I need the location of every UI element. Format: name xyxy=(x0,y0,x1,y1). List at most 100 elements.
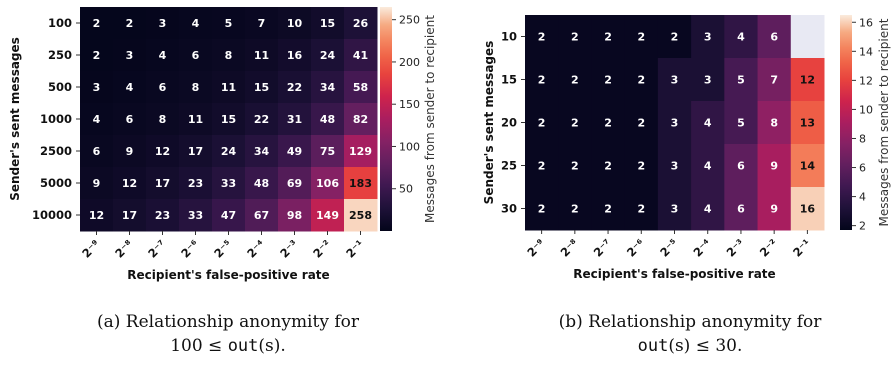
cell-value: 17 xyxy=(122,209,137,222)
cell-value: 13 xyxy=(800,117,815,130)
y-tick-label: 100 xyxy=(48,16,72,30)
cell-value: 2 xyxy=(604,203,612,216)
cell-value: 183 xyxy=(349,177,372,190)
cell-value: 7 xyxy=(258,17,266,30)
heatmap-cell xyxy=(311,39,345,72)
cell-value: 2 xyxy=(604,160,612,173)
cell-value: 3 xyxy=(704,74,712,87)
heatmap-cell xyxy=(724,58,759,102)
colorbar-tick-label: 14 xyxy=(859,45,873,58)
heatmap-cell xyxy=(657,58,692,102)
cell-value: 4 xyxy=(126,81,134,94)
cell-value: 10 xyxy=(287,17,303,30)
x-tick-label: 2⁻⁵ xyxy=(657,236,680,259)
heatmap-cell xyxy=(757,187,792,231)
cell-value: 11 xyxy=(188,113,203,126)
cell-value: 11 xyxy=(221,81,236,94)
cell-value: 6 xyxy=(126,113,134,126)
caption-b-line2: out(s) ≤ 30. xyxy=(500,334,880,358)
heatmap-cell xyxy=(757,15,792,59)
cell-value: 3 xyxy=(126,49,134,62)
x-tick-label: 2⁻⁴ xyxy=(244,237,267,260)
cell-value: 15 xyxy=(254,81,269,94)
cell-value: 3 xyxy=(671,74,679,87)
heatmap-cell xyxy=(757,101,792,145)
heatmap-cell xyxy=(113,167,147,200)
heatmap-cell xyxy=(80,7,114,40)
x-tick-label: 2⁻² xyxy=(310,237,333,260)
x-axis-label: Recipient's false-positive rate xyxy=(127,268,329,282)
x-axis-label: Recipient's false-positive rate xyxy=(573,267,775,281)
heatmap-cell xyxy=(790,101,825,145)
cell-value: 129 xyxy=(349,145,372,158)
cell-value: 2 xyxy=(637,74,645,87)
heatmap-cell xyxy=(724,144,759,188)
heatmap-cell xyxy=(311,167,345,200)
heatmap-cell xyxy=(80,135,114,168)
cell-value: 6 xyxy=(93,145,101,158)
y-tick-label: 20 xyxy=(501,116,517,130)
heatmap-cell xyxy=(657,15,692,59)
cell-value: 6 xyxy=(192,49,200,62)
x-tick-label: 2⁻⁴ xyxy=(690,236,713,259)
colorbar-tick-label: 100 xyxy=(399,140,420,153)
heatmap-cell xyxy=(624,187,659,231)
heatmap-cell xyxy=(724,101,759,145)
cell-value: 2 xyxy=(538,203,546,216)
caption-b-func: out xyxy=(637,336,669,356)
heatmap-cell xyxy=(525,58,559,102)
heatmap-cell xyxy=(212,167,246,200)
heatmap-cell xyxy=(691,15,725,59)
colorbar-label: Messages from sender to recipient xyxy=(877,18,891,226)
heatmap-cell xyxy=(146,7,180,40)
x-tick-label: 2⁻⁵ xyxy=(211,237,234,260)
cell-value: 3 xyxy=(159,17,167,30)
heatmap-cell xyxy=(212,103,246,136)
heatmap-cell xyxy=(591,101,626,145)
cell-value: 2 xyxy=(604,117,612,130)
cell-value: 23 xyxy=(155,209,170,222)
cell-value: 4 xyxy=(93,113,101,126)
heatmap-cell xyxy=(179,71,213,104)
x-tick-label: 2⁻⁷ xyxy=(591,236,614,259)
cell-value: 22 xyxy=(254,113,269,126)
heatmap-cell xyxy=(278,71,312,104)
colorbar-tick-label: 150 xyxy=(399,98,420,111)
heatmap-cell xyxy=(311,103,345,136)
cell-value: 16 xyxy=(800,203,816,216)
heatmap-cell xyxy=(146,71,180,104)
cell-value: 12 xyxy=(122,177,137,190)
cell-value: 34 xyxy=(320,81,336,94)
colorbar-tick-label: 50 xyxy=(399,183,413,196)
cell-value: 6 xyxy=(737,160,745,173)
heatmap-cell xyxy=(344,167,378,200)
cell-value: 149 xyxy=(316,209,339,222)
cell-value: 3 xyxy=(671,160,679,173)
heatmap-cell xyxy=(113,7,147,40)
heatmap-cell xyxy=(757,144,792,188)
cell-value: 12 xyxy=(800,74,815,87)
heatmap-cell xyxy=(344,71,378,104)
x-tick-label: 2⁻¹ xyxy=(790,236,813,259)
heatmap-cell xyxy=(278,135,312,168)
x-tick-label: 2⁻⁷ xyxy=(145,237,168,260)
cell-value: 2 xyxy=(637,31,645,44)
cell-value: 4 xyxy=(159,49,167,62)
cell-value: 258 xyxy=(349,209,372,222)
x-tick-label: 2⁻⁶ xyxy=(624,236,647,259)
cell-value: 17 xyxy=(155,177,170,190)
heatmap-cell xyxy=(344,103,378,136)
heatmap-cell xyxy=(558,144,592,188)
cell-value: 2 xyxy=(571,31,579,44)
colorbar-tick-label: 16 xyxy=(859,16,873,29)
cell-value: 31 xyxy=(287,113,302,126)
heatmap-cell xyxy=(179,135,213,168)
heatmap-cell xyxy=(278,7,312,40)
heatmap-cell xyxy=(790,187,825,231)
heatmap-a: 2 2 3 4 5 7 10 15 262 3 4 6 8 11 16 24 413 4 6 8 11 15 22 34 584… xyxy=(8,7,437,282)
cell-value: 11 xyxy=(254,49,269,62)
y-axis-label: Sender's sent messages xyxy=(8,37,22,201)
heatmap-cell xyxy=(591,144,626,188)
heatmap-cell xyxy=(212,135,246,168)
